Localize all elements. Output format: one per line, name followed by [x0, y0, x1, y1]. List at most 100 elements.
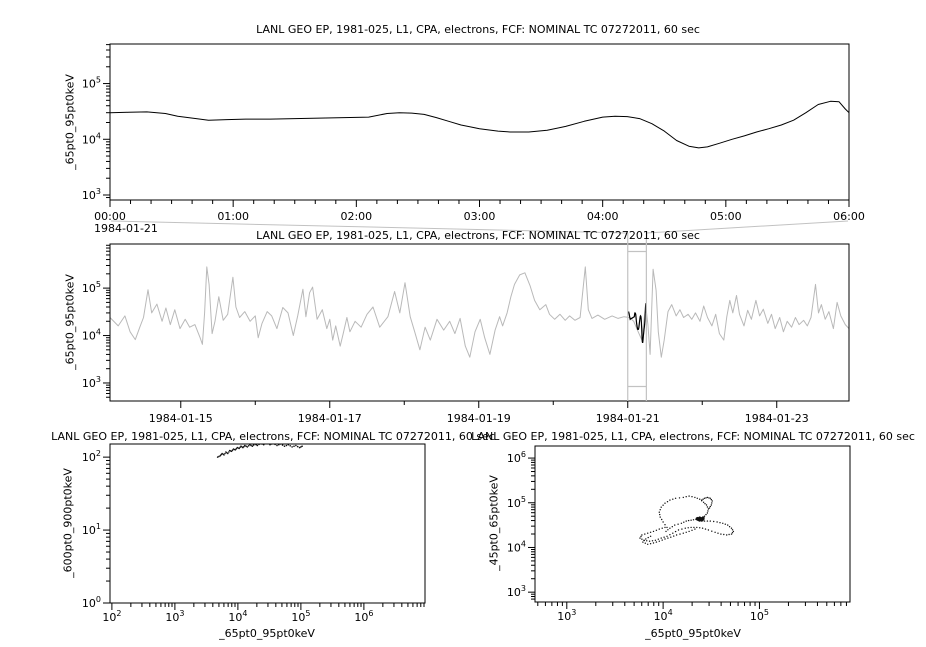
scatter-600-900-vs-65-95-point: [285, 444, 288, 447]
scatter-600-900-y-axis-label: _600pt0_900pt0keV: [61, 468, 75, 578]
scatter-45-65-vs-65-95-point: [728, 533, 730, 536]
scatter-600-900-vs-65-95-point: [252, 444, 255, 446]
plot-area-context-timeseries[interactable]: [110, 244, 849, 401]
selection-connector-left: [110, 220, 628, 234]
scatter-45-65-vs-65-95-point: [659, 509, 661, 511]
scatter-600-900-vs-65-95-point: [243, 445, 245, 448]
scatter-45-65-vs-65-95-point: [703, 520, 706, 522]
scatter-45-65-vs-65-95-point: [685, 520, 687, 522]
scatter-45-65-vs-65-95-point: [696, 497, 698, 499]
scatter-45-65-vs-65-95-point: [680, 522, 683, 524]
scatter-45-65-vs-65-95-point: [660, 506, 662, 508]
scatter-45-65-vs-65-95-point: [727, 524, 729, 526]
scatter-45-65-vs-65-95-point: [649, 531, 652, 533]
scatter-45-65-vs-65-95-point: [683, 521, 685, 523]
scatter-45-65-vs-65-95-point: [704, 503, 706, 505]
scatter-45-65-vs-65-95-point: [640, 535, 642, 538]
scatter-45-65-vs-65-95-point: [661, 527, 663, 529]
scatter-600-900-vs-65-95-point: [230, 450, 233, 453]
scatter-45-65-vs-65-95-point: [705, 513, 707, 516]
scatter-45-65-vs-65-95-point: [710, 498, 712, 501]
scatter-45-65-vs-65-95-point: [707, 529, 710, 531]
scatter-45-65-vs-65-95-point: [711, 530, 713, 532]
x-tick-label: 02:00: [340, 210, 372, 223]
scatter-45-65-vs-65-95-point: [652, 542, 655, 544]
scatter-45-65-vs-65-95-point: [655, 541, 658, 543]
scatter-45-65-vs-65-95-point: [659, 516, 661, 518]
y-tick-label: 105: [507, 495, 526, 510]
scatter-45-65-vs-65-95-point: [709, 497, 711, 499]
panel-title-scatter-600-900: LANL GEO EP, 1981-025, L1, CPA, electron…: [51, 430, 495, 443]
scatter-45-65-vs-65-95-point: [671, 526, 673, 528]
scatter-45-65-vs-65-95-point: [655, 529, 658, 531]
scatter-600-900-vs-65-95-point: [296, 445, 299, 448]
scatter-45-65-vs-65-95-point: [685, 496, 687, 498]
series-layer: [110, 100, 849, 149]
scatter-45-65-vs-65-95-point: [659, 513, 661, 516]
scatter-45-65-vs-65-95-point: [669, 527, 671, 529]
scatter-45-65-vs-65-95-point: [685, 531, 687, 533]
plot-area-scatter-45-65-vs-65-95[interactable]: [535, 446, 850, 602]
scatter-600-900-vs-65-95-point: [256, 444, 259, 447]
panel-title-context: LANL GEO EP, 1981-025, L1, CPA, electron…: [256, 229, 700, 242]
scatter-45-65-vs-65-95-point: [658, 528, 660, 530]
plot-area-detail-timeseries[interactable]: [110, 44, 849, 200]
scatter-600-900-vs-65-95-point: [218, 455, 220, 458]
panel-title-scatter-45-65: LANL GEO EP, 1981-025, L1, CPA, electron…: [471, 430, 915, 443]
x-tick-label: 1984-01-17: [298, 412, 362, 425]
scatter-45-65-vs-65-95-point: [660, 537, 662, 539]
scatter-45-65-vs-65-95-point: [693, 526, 695, 529]
x-tick-label: 102: [102, 609, 121, 624]
scatter-45-65-vs-65-95-point: [691, 529, 693, 531]
scatter-600-900-vs-65-95-point: [283, 445, 286, 448]
scatter-45-65-vs-65-95-point: [722, 522, 724, 524]
x-tick-label: 04:00: [587, 210, 619, 223]
scatter-45-65-vs-65-95-point: [647, 536, 649, 539]
scatter-600-900-vs-65-95-point: [245, 445, 247, 448]
plot-area-scatter-600-900-vs-65-95[interactable]: [110, 444, 425, 603]
scatter-45-65-vs-65-95-point: [666, 535, 668, 537]
panel-context-timeseries: 103 104 105 1984-01-15 1984-01-17 1984-01-19 1…: [82, 243, 850, 425]
scatter-45-65-vs-65-95-point: [696, 526, 698, 529]
scatter-45-65-vs-65-95-blob-point: [698, 518, 701, 521]
y-tick-label: 103: [82, 187, 101, 202]
scatter-45-65-vs-65-95-point: [709, 520, 711, 522]
scatter-45-65-vs-65-95-point: [674, 497, 677, 499]
context-selected-segment: [627, 302, 647, 344]
scatter-600-900-x-axis-label: _65pt0_95pt0keV: [219, 627, 315, 640]
scatter-600-900-vs-65-95-point: [244, 444, 246, 447]
scatter-45-65-vs-65-95-point: [716, 521, 718, 523]
context-selection-box[interactable]: [110, 220, 849, 401]
scatter-45-65-vs-65-95-point: [694, 496, 696, 499]
y-tick-label: 103: [82, 375, 101, 390]
y-tick-label: 104: [507, 539, 526, 554]
scatter-600-900-vs-65-95-point: [220, 453, 222, 456]
scatter-600-900-vs-65-95-point: [223, 454, 225, 456]
y-tick-label: 104: [82, 328, 101, 343]
scatter-45-65-vs-65-95-point: [694, 528, 696, 530]
y-tick-label: 104: [82, 131, 101, 146]
series-layer: [639, 495, 735, 545]
scatter-600-900-vs-65-95-point: [235, 447, 238, 450]
series-layer: [110, 266, 849, 358]
scatter-45-65-vs-65-95-point: [661, 539, 663, 541]
scatter-45-65-vs-65-95-point: [672, 498, 674, 500]
plot-border: [109, 243, 850, 402]
scatter-600-900-vs-65-95-point: [301, 445, 303, 448]
panel-detail-timeseries: 103 104 105 00:00 01:00 02:00 03:00 04:00 05:00 0…: [82, 43, 865, 223]
scatter-600-900-vs-65-95-point: [247, 445, 250, 447]
scatter-45-65-vs-65-95-point: [651, 540, 654, 542]
x-tick-label: 105: [750, 608, 769, 623]
scatter-45-65-vs-65-95-point: [731, 532, 734, 534]
x-tick-label: 106: [354, 609, 373, 624]
scatter-45-65-vs-65-95-point: [701, 527, 704, 529]
scatter-45-65-vs-65-95-point: [641, 534, 643, 536]
scatter-45-65-vs-65-95-point: [730, 527, 733, 529]
scatter-600-900-vs-65-95-point: [239, 446, 241, 449]
scatter-45-65-vs-65-95-point: [664, 538, 666, 540]
scatter-600-900-vs-65-95-point: [251, 445, 254, 448]
scatter-45-65-vs-65-95-point: [719, 522, 721, 524]
scatter-45-65-vs-65-95-point: [703, 497, 706, 499]
scatter-45-65-vs-65-95-point: [654, 539, 657, 541]
